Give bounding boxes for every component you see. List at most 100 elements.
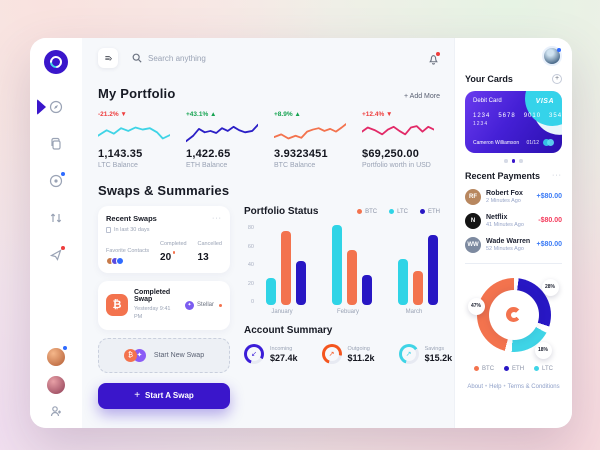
add-contact-button[interactable] [49,404,63,418]
direction-arrow-icon: ↗ [328,351,335,358]
bar-btc-march[interactable] [413,271,423,305]
footer-links: About • Help • Terms & Conditions [465,384,562,390]
bar-eth-january[interactable] [296,261,306,305]
donut-legend-btc[interactable]: BTC [474,366,494,372]
active-indicator [37,99,46,115]
bar-ltc-january[interactable] [266,278,276,305]
portfolio-card-2[interactable]: +43.1% ▲ 1,422.65 ETH Balance [186,111,264,169]
payment-row[interactable]: N Netflix 41 Minutes Ago -$80.00 [465,209,562,233]
page-dot-2[interactable] [511,159,516,163]
payee-name: Wade Warren [486,237,531,245]
summary-value: $11.2k [347,352,375,363]
bar-group-january [266,231,306,305]
add-card-button[interactable]: + [552,74,562,84]
completed-swap-card[interactable]: ₿ Completed Swap Yesterday 9:41 PM ✦ Ste… [98,281,230,330]
sidebar-item-discover[interactable] [49,172,65,188]
coin-pair-icon: ₿ ✦ [123,348,146,362]
sparkline-chart [362,125,434,136]
favorite-avatars[interactable] [106,257,149,265]
portfolio-card-4[interactable]: +12.4% ▼ $69,250.00 Portfolio worth in USD [362,111,440,169]
page-dot-3[interactable] [519,159,523,163]
eth-percent-badge: 28% [541,278,559,296]
swap-target: Stellar [196,302,214,309]
credit-card[interactable]: Debit Card VISA 1234 5678 9010 3544 1234… [465,91,562,153]
contact-avatar-1[interactable] [47,346,67,366]
start-a-swap-button[interactable]: + Start A Swap [98,382,230,409]
bar-btc-febuary[interactable] [347,250,357,305]
payment-row[interactable]: WW Wade Warren 52 Minutes Ago +$80.00 [465,233,562,257]
x-label-january: January [271,309,293,315]
bar-btc-january[interactable] [281,231,291,305]
link-separator: • [485,383,488,390]
portfolio-status-title: Portfolio Status [244,206,319,217]
donut-center-icon [506,307,521,322]
sparkline-chart [98,126,170,140]
search-input[interactable] [148,53,268,63]
favorite-avatar-3[interactable] [116,257,124,265]
compass-icon [49,100,63,114]
notifications-button[interactable] [427,51,440,65]
swaps-title: Swaps & Summaries [98,183,230,198]
recent-swaps-menu[interactable]: ··· [212,214,222,222]
payment-amount: +$80.00 [536,241,563,248]
progress-ring: ↙ [244,344,264,364]
your-cards-title: Your Cards [465,74,513,84]
bar-eth-march[interactable] [428,235,438,305]
sidebar-item-send[interactable] [49,246,65,262]
bar-ltc-febuary[interactable] [332,225,342,305]
portfolio-card-1[interactable]: -21.2% ▼ 1,143.35 LTC Balance [98,111,176,169]
bar-eth-febuary[interactable] [362,275,372,305]
search-bar[interactable] [132,53,413,63]
sidebar-item-swaps[interactable] [49,211,63,225]
sidebar-item-documents[interactable] [49,137,63,151]
portfolio-card-3[interactable]: +8.9% ▲ 3.9323451 BTC Balance [274,111,352,169]
disc-icon [49,174,63,188]
search-icon [132,53,142,63]
page-dot-1[interactable] [504,159,508,163]
summary-outgoing: ↗ Outgoing $11.2k [321,344,375,364]
allocation-donut-chart: 47% 28% 18% [467,272,559,359]
payee-name: Netflix [486,213,508,221]
bar-ltc-march[interactable] [398,259,408,305]
payee-name: Robert Fox [486,189,523,197]
user-avatar[interactable] [542,46,562,66]
payment-row[interactable]: RF Robert Fox 2 Minutes Ago +$80.00 [465,185,562,209]
footer-link-about[interactable]: About [467,383,484,390]
account-summary-row: ↙ Incoming $27.4k ↗ Outgoing $11.2k ↗ Savings $1… [244,344,452,364]
status-dot [219,303,222,307]
summary-value: $15.2k [424,352,453,363]
y-tick: 60 [247,243,254,250]
legend-ltc[interactable]: LTC [389,209,408,215]
start-new-swap-card[interactable]: ₿ ✦ Start New Swap [98,337,230,373]
legend-eth[interactable]: ETH [420,209,440,215]
sidebar-item-dashboard[interactable] [37,99,63,115]
donut-legend-ltc[interactable]: LTC [534,366,553,372]
copy-icon [51,137,61,150]
footer-link-help[interactable]: Help [489,383,502,390]
add-more-button[interactable]: + Add More [404,93,440,100]
completed-swap-time: Yesterday 9:41 PM [134,306,171,321]
change-percent: +43.1% ▲ [186,111,217,118]
sidebar-collapse-button[interactable]: ≡› [98,48,118,68]
btc-percent-badge: 47% [467,297,485,315]
completed-swap-title: Completed Swap [134,289,171,303]
online-dot [557,48,561,52]
topbar: ≡› [98,38,440,78]
donut-legend-eth[interactable]: ETH [504,366,524,372]
footer-link-terms-conditions[interactable]: Terms & Conditions [507,383,560,390]
x-label-march: March [405,309,423,315]
send-icon [49,249,62,261]
balance-label: Portfolio worth in USD [362,162,431,169]
balance-value: $69,250.00 [362,148,420,160]
legend-btc[interactable]: BTC [357,209,377,215]
balance-value: 1,143.35 [98,148,143,160]
change-percent: +8.9% ▲ [274,111,301,118]
stellar-icon: ✦ [184,300,194,310]
payments-list: RF Robert Fox 2 Minutes Ago +$80.00 N Netflix… [465,185,562,257]
bitcoin-icon: ₿ [106,294,128,317]
payments-menu[interactable]: ··· [552,171,562,179]
divider [465,262,562,264]
app-logo[interactable] [44,50,68,74]
contact-avatar-2[interactable] [47,376,65,394]
